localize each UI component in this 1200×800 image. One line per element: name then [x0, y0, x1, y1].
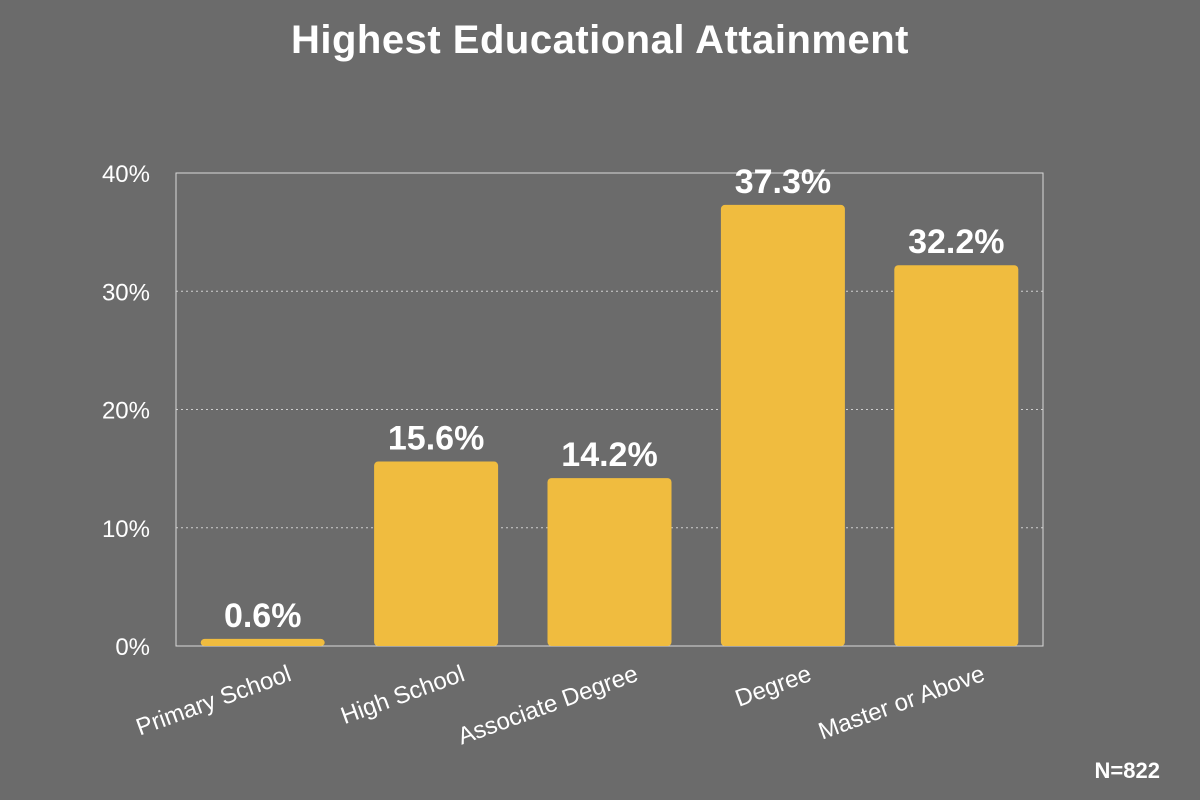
x-tick-label: Associate Degree [454, 660, 641, 750]
bar [547, 478, 672, 646]
x-tick-label: High School [337, 660, 468, 730]
sample-size-note: N=822 [1094, 758, 1160, 783]
x-tick-label: Primary School [133, 660, 295, 741]
y-tick-label: 20% [102, 398, 150, 425]
bar [374, 461, 499, 646]
data-label: 15.6% [388, 420, 484, 458]
data-label: 0.6% [224, 597, 302, 635]
bar [720, 204, 845, 647]
y-tick-label: 10% [102, 516, 150, 543]
chart-title: Highest Educational Attainment [290, 18, 909, 62]
x-tick-label: Degree [732, 660, 815, 712]
y-tick-label: 0% [115, 634, 150, 661]
data-label: 14.2% [561, 436, 657, 474]
bar [200, 638, 325, 646]
data-label: 32.2% [908, 223, 1004, 261]
x-tick-label: Master or Above [815, 660, 988, 745]
y-tick-label: 30% [102, 279, 150, 306]
y-tick-label: 40% [102, 161, 150, 188]
bar [894, 265, 1019, 646]
data-label: 37.3% [735, 163, 831, 201]
